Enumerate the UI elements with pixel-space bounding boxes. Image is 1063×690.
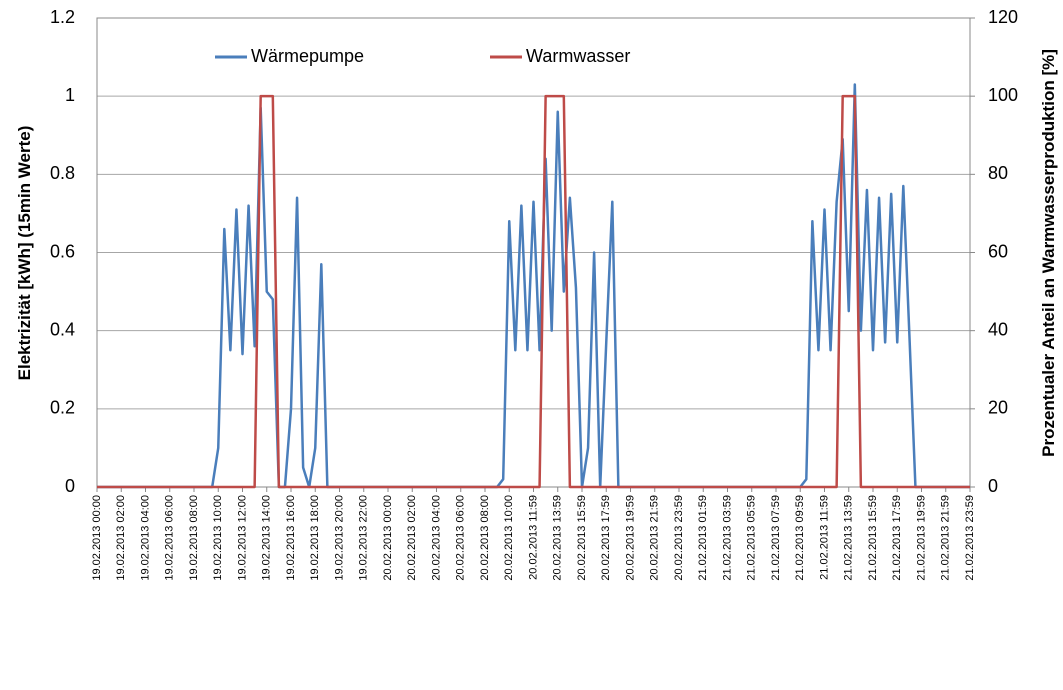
x-tick-label: 20.02.2013 10:00 bbox=[503, 495, 515, 581]
x-tick-label: 19.02.2013 02:00 bbox=[115, 495, 127, 581]
x-tick-label: 20.02.2013 21:59 bbox=[649, 495, 661, 581]
x-tick-label: 21.02.2013 17:59 bbox=[891, 495, 903, 581]
y-tick-label: 0 bbox=[65, 476, 75, 496]
y2-tick-label: 40 bbox=[988, 319, 1008, 339]
x-tick-label: 21.02.2013 21:59 bbox=[940, 495, 952, 581]
y-tick-label: 0.2 bbox=[50, 398, 75, 418]
x-tick-label: 20.02.2013 08:00 bbox=[479, 495, 491, 581]
x-tick-label: 19.02.2013 12:00 bbox=[236, 495, 248, 581]
x-tick-label: 20.02.2013 19:59 bbox=[624, 495, 636, 581]
x-tick-label: 20.02.2013 00:00 bbox=[382, 495, 394, 581]
legend-label: Warmwasser bbox=[526, 46, 630, 66]
x-tick-label: 20.02.2013 15:59 bbox=[576, 495, 588, 581]
x-tick-label: 19.02.2013 18:00 bbox=[309, 495, 321, 581]
x-tick-label: 21.02.2013 05:59 bbox=[746, 495, 758, 581]
x-tick-label: 19.02.2013 22:00 bbox=[358, 495, 370, 581]
y2-tick-label: 80 bbox=[988, 163, 1008, 183]
x-tick-label: 19.02.2013 20:00 bbox=[333, 495, 345, 581]
x-tick-label: 20.02.2013 04:00 bbox=[430, 495, 442, 581]
x-tick-label: 21.02.2013 11:59 bbox=[818, 495, 830, 580]
x-tick-label: 20.02.2013 13:59 bbox=[552, 495, 564, 581]
x-tick-label: 20.02.2013 17:59 bbox=[600, 495, 612, 581]
x-tick-label: 20.02.2013 23:59 bbox=[673, 495, 685, 581]
y2-tick-label: 60 bbox=[988, 241, 1008, 261]
series-line bbox=[97, 83, 970, 489]
x-tick-label: 19.02.2013 08:00 bbox=[188, 495, 200, 581]
series-line bbox=[97, 94, 970, 489]
y2-axis-title: Prozentualer Anteil an Warmwasserprodukt… bbox=[1039, 49, 1058, 457]
y-axis-title: Elektrizität [kWh] (15min Werte) bbox=[15, 126, 34, 381]
x-tick-label: 21.02.2013 07:59 bbox=[770, 495, 782, 581]
x-tick-label: 19.02.2013 04:00 bbox=[139, 495, 151, 581]
y-tick-label: 1.2 bbox=[50, 7, 75, 27]
x-tick-label: 21.02.2013 15:59 bbox=[867, 495, 879, 581]
x-tick-label: 20.02.2013 11:59 bbox=[527, 495, 539, 580]
x-tick-label: 21.02.2013 03:59 bbox=[721, 495, 733, 581]
y2-tick-label: 120 bbox=[988, 7, 1018, 27]
y-tick-label: 0.8 bbox=[50, 163, 75, 183]
x-tick-label: 20.02.2013 06:00 bbox=[455, 495, 467, 581]
x-tick-label: 19.02.2013 00:00 bbox=[91, 495, 103, 581]
y-tick-label: 0.6 bbox=[50, 241, 75, 261]
x-tick-label: 21.02.2013 09:59 bbox=[794, 495, 806, 581]
x-tick-label: 19.02.2013 06:00 bbox=[164, 495, 176, 581]
y-tick-label: 0.4 bbox=[50, 319, 75, 339]
legend-label: Wärmepumpe bbox=[251, 46, 364, 66]
y2-tick-label: 20 bbox=[988, 398, 1008, 418]
x-tick-label: 21.02.2013 19:59 bbox=[915, 495, 927, 581]
y-tick-label: 1 bbox=[65, 85, 75, 105]
x-tick-label: 19.02.2013 16:00 bbox=[285, 495, 297, 581]
y2-tick-label: 0 bbox=[988, 476, 998, 496]
y2-tick-label: 100 bbox=[988, 85, 1018, 105]
x-tick-label: 21.02.2013 13:59 bbox=[843, 495, 855, 581]
x-tick-label: 19.02.2013 10:00 bbox=[212, 495, 224, 581]
x-tick-label: 19.02.2013 14:00 bbox=[261, 495, 273, 581]
x-tick-label: 21.02.2013 23:59 bbox=[964, 495, 976, 581]
x-tick-label: 20.02.2013 02:00 bbox=[406, 495, 418, 581]
x-tick-label: 21.02.2013 01:59 bbox=[697, 495, 709, 581]
